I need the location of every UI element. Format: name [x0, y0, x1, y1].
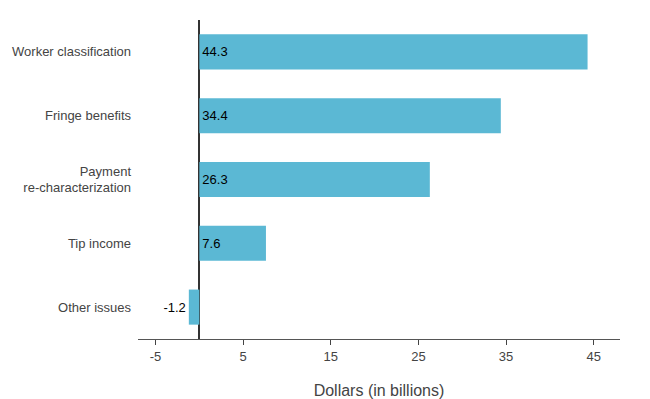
- svg-text:15: 15: [324, 349, 338, 364]
- svg-text:26.3: 26.3: [202, 172, 227, 187]
- svg-text:Paymentre-characterization: Paymentre-characterization: [23, 164, 131, 196]
- svg-text:35: 35: [499, 349, 513, 364]
- svg-text:Tip income: Tip income: [68, 236, 131, 251]
- svg-text:45: 45: [586, 349, 600, 364]
- svg-text:Other issues: Other issues: [58, 300, 131, 315]
- svg-text:Fringe benefits: Fringe benefits: [45, 108, 131, 123]
- svg-text:44.3: 44.3: [202, 44, 227, 59]
- svg-text:7.6: 7.6: [202, 236, 220, 251]
- svg-text:-1.2: -1.2: [163, 300, 185, 315]
- svg-text:5: 5: [240, 349, 247, 364]
- svg-text:Dollars (in billions): Dollars (in billions): [314, 382, 445, 399]
- svg-text:25: 25: [411, 349, 425, 364]
- svg-text:34.4: 34.4: [202, 108, 227, 123]
- svg-text:Worker classification: Worker classification: [12, 44, 131, 59]
- svg-text:-5: -5: [150, 349, 162, 364]
